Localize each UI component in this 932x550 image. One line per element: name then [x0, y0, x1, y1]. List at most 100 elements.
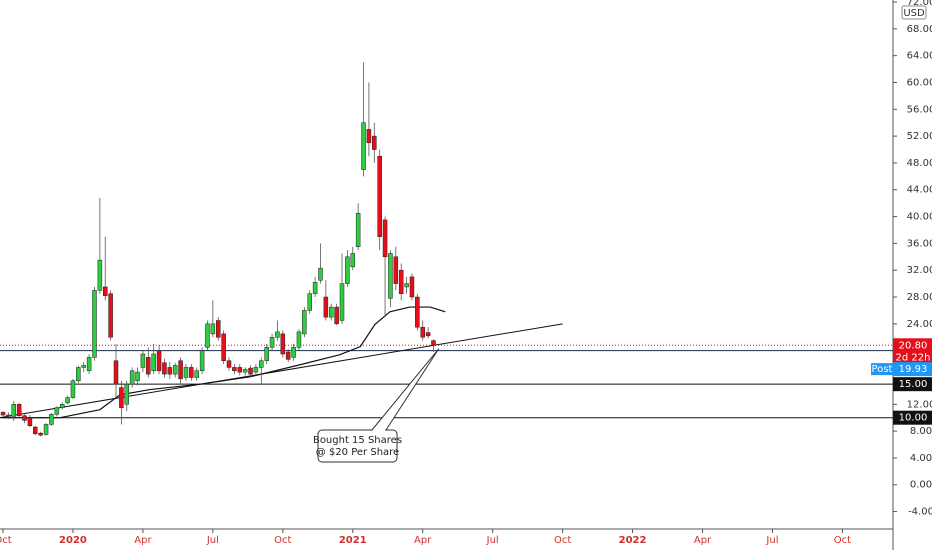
candle-body — [259, 360, 264, 368]
candle-body — [232, 367, 237, 372]
candle-body — [199, 350, 205, 372]
candle-body — [156, 350, 162, 372]
candle-body — [102, 286, 108, 296]
candle-body — [291, 347, 296, 358]
x-tick-label: Jul — [486, 535, 499, 546]
candle-body — [49, 414, 54, 425]
y-tick-label: 72.00 — [907, 0, 932, 8]
candle-body — [404, 283, 409, 288]
candle-body — [425, 332, 431, 337]
candle-body — [355, 212, 361, 247]
post-price-box — [893, 362, 932, 377]
x-tick-label: Jul — [206, 535, 219, 546]
candle-body — [361, 122, 366, 170]
candle-body — [151, 353, 156, 372]
candle-body — [253, 367, 259, 373]
candle-body — [302, 310, 307, 335]
candle-body — [398, 269, 404, 294]
candle-body — [22, 415, 27, 421]
candle-body — [43, 424, 49, 435]
candle-body — [215, 320, 221, 338]
candle-body — [172, 365, 178, 375]
candle-body — [113, 360, 119, 385]
currency: USD — [903, 8, 925, 19]
candle-body — [280, 333, 286, 355]
level-label-box — [893, 377, 932, 392]
candle-body — [366, 129, 372, 144]
x-tick-label: Apr — [694, 535, 712, 546]
y-tick-label: 4.00 — [910, 453, 932, 464]
candle-body — [345, 256, 350, 284]
level-label-box — [893, 410, 932, 425]
y-tick-label: 32.00 — [907, 265, 932, 276]
candle-body — [0, 412, 6, 416]
y-tick-label: 8.00 — [910, 426, 932, 437]
candle-body — [328, 306, 334, 318]
last-price-label: 20.80 — [899, 340, 928, 351]
candle-body — [237, 367, 243, 373]
y-tick-label: 56.00 — [907, 104, 932, 115]
x-tick-label: Apr — [414, 535, 432, 546]
trend-line — [0, 323, 563, 419]
currency-box — [901, 5, 927, 20]
candle-body — [307, 293, 312, 311]
candle-body — [183, 367, 189, 378]
candle-body — [382, 219, 388, 258]
candle-body — [275, 331, 280, 338]
candle-body — [11, 404, 17, 417]
candle-body — [86, 357, 92, 372]
candle-body — [97, 259, 103, 291]
candle-body — [226, 360, 232, 368]
y-tick-label: 44.00 — [907, 185, 932, 196]
y-tick-label: -4.00 — [908, 507, 932, 518]
candle-body — [323, 296, 329, 318]
candle-body — [415, 296, 420, 328]
candle-body — [409, 276, 415, 298]
candle-body — [6, 414, 11, 417]
candle-body — [65, 397, 70, 404]
candle-body — [334, 306, 339, 325]
countdown: 2d 22h — [896, 352, 931, 363]
x-tick-label: Oct — [554, 535, 571, 546]
candle-body — [210, 323, 216, 335]
last-price-box — [893, 338, 932, 365]
candle-body — [92, 290, 97, 358]
candle-body — [264, 347, 269, 361]
y-tick-label: 68.00 — [907, 24, 932, 35]
x-tick-label: 2020 — [59, 535, 87, 546]
candle-body — [269, 336, 275, 348]
x-tick-label: Oct — [274, 535, 291, 546]
y-tick-label: 24.00 — [907, 319, 932, 330]
callout-pointer — [371, 348, 440, 431]
candle-body — [70, 380, 76, 398]
candle-body — [388, 253, 393, 299]
candle-body — [167, 367, 173, 375]
candle-body — [162, 362, 167, 375]
candle-body — [339, 283, 345, 321]
candle-body — [189, 367, 194, 378]
y-tick-label: 36.00 — [907, 238, 932, 249]
candle-body — [318, 267, 323, 281]
candle-body — [27, 417, 33, 426]
candle-body — [312, 282, 318, 294]
callout-box — [317, 429, 398, 463]
candle-body — [285, 351, 291, 360]
post-name-box — [871, 363, 893, 376]
y-tick-label: 48.00 — [907, 158, 932, 169]
candle-body — [296, 331, 302, 348]
candle-body — [119, 387, 124, 408]
candle-body — [350, 253, 356, 268]
candle-body — [393, 256, 399, 284]
moving-average — [3, 306, 446, 419]
candle-body — [372, 135, 377, 150]
x-tick-label: Oct — [834, 535, 851, 546]
y-tick-label: 60.00 — [907, 77, 932, 88]
candle-body — [59, 404, 65, 408]
candle-body — [33, 426, 38, 435]
candle-body — [205, 323, 210, 348]
y-tick-label: 28.00 — [907, 292, 932, 303]
candle-body — [146, 357, 151, 375]
y-tick-label: 12.00 — [907, 399, 932, 410]
